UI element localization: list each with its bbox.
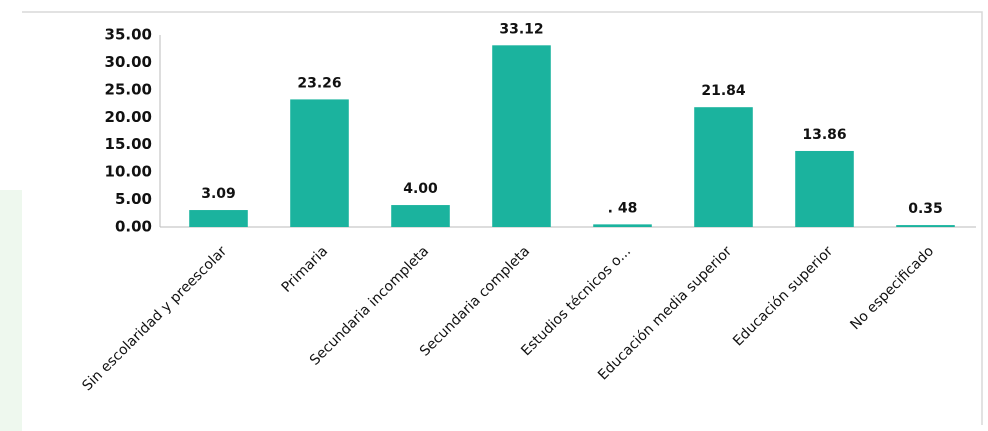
x-tick-label: Sin escolaridad y preescolar [79, 243, 230, 394]
value-label: 23.26 [297, 75, 341, 91]
y-tick-label: 20.00 [105, 108, 152, 126]
y-tick-label: 0.00 [115, 218, 152, 236]
x-tick-label: No especificado [847, 243, 937, 333]
bar [896, 225, 955, 227]
value-label: 33.12 [499, 21, 543, 37]
bar [290, 99, 349, 227]
y-tick-label: 5.00 [115, 190, 152, 208]
value-label: 13.86 [802, 127, 846, 143]
y-tick-label: 25.00 [105, 80, 152, 98]
x-tick-label: Estudios técnicos o... [518, 243, 634, 359]
y-tick-label: 10.00 [105, 163, 152, 181]
y-tick-label: 15.00 [105, 135, 152, 153]
x-tick-label: Primaria [279, 243, 332, 296]
bar [189, 210, 248, 227]
value-label: . 48 [608, 200, 638, 216]
bar [593, 224, 652, 227]
y-tick-label: 35.00 [105, 26, 152, 44]
y-tick-label: 30.00 [105, 53, 152, 71]
value-label: 4.00 [403, 181, 438, 197]
value-label: 21.84 [701, 83, 746, 99]
x-tick-label: Secundaria incompleta [307, 243, 432, 368]
bar [492, 45, 551, 228]
x-tick-label: Educación superior [730, 243, 836, 349]
bar [694, 107, 753, 227]
bar [391, 205, 450, 227]
side-strip [0, 190, 22, 431]
value-label: 0.35 [908, 201, 943, 217]
x-tick-label: Secundaria completa [417, 243, 533, 359]
value-label: 3.09 [201, 186, 236, 202]
frame [22, 11, 983, 425]
bar [795, 150, 854, 227]
